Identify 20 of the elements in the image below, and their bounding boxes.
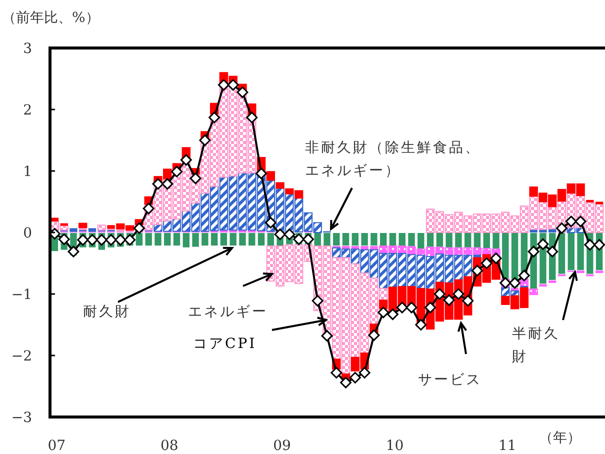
x-tick-label: 09 [273, 438, 291, 454]
series-label: 非耐久財（除生鮮食品、エネルギー） [305, 140, 481, 179]
x-tick-label: 10 [386, 438, 404, 454]
y-tick-label: −3 [11, 410, 32, 426]
x-tick-label: 08 [160, 438, 178, 454]
y-tick-label: 3 [23, 41, 32, 57]
y-tick-label: 0 [23, 226, 32, 242]
text: コアCPI [193, 336, 257, 352]
text: 半耐久財 [512, 326, 560, 365]
x-tick-label: 07 [48, 438, 66, 454]
x-tick-label: 11 [498, 438, 516, 454]
y-tick-label: 1 [23, 164, 32, 180]
y-tick-label: −2 [11, 348, 32, 364]
x-axis-title: （年） [539, 430, 581, 446]
text: サービス [418, 372, 482, 388]
y-tick-label: −1 [11, 287, 32, 303]
series-label: エネルギー [188, 304, 268, 320]
y-axis-title: （前年比、%） [2, 10, 100, 26]
y-tick-label: 2 [23, 102, 32, 118]
text: 耐久財 [83, 304, 131, 320]
